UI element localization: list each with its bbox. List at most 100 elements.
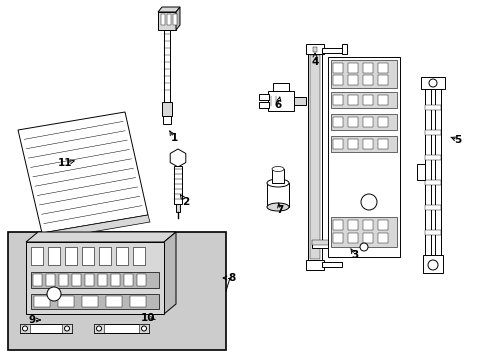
Bar — [94, 324, 104, 333]
Bar — [82, 296, 98, 307]
Bar — [330, 136, 396, 152]
Bar — [305, 260, 324, 270]
Bar — [327, 57, 399, 257]
Bar — [106, 296, 122, 307]
Bar — [377, 117, 387, 127]
Polygon shape — [18, 112, 148, 233]
Bar — [293, 97, 305, 105]
Bar — [259, 102, 268, 108]
Bar — [266, 183, 288, 207]
Bar — [116, 247, 128, 265]
Text: 10: 10 — [141, 313, 155, 323]
Bar — [162, 102, 172, 116]
Bar — [347, 75, 357, 85]
Text: 2: 2 — [182, 197, 189, 207]
Bar — [271, 169, 284, 183]
Bar — [362, 75, 372, 85]
Bar — [31, 247, 43, 265]
Circle shape — [22, 326, 27, 331]
Bar — [26, 242, 163, 314]
Bar — [321, 48, 346, 53]
Bar — [62, 324, 72, 333]
Bar — [309, 55, 319, 259]
Bar — [347, 117, 357, 127]
Bar — [377, 139, 387, 149]
Bar — [111, 274, 120, 286]
Bar — [34, 296, 50, 307]
Polygon shape — [42, 215, 150, 240]
Bar — [362, 117, 372, 127]
Polygon shape — [26, 232, 176, 242]
Bar — [130, 296, 146, 307]
Bar — [332, 117, 342, 127]
Circle shape — [359, 243, 367, 251]
Bar — [311, 242, 331, 248]
Bar — [424, 230, 440, 235]
Bar — [259, 94, 268, 100]
Bar — [82, 247, 94, 265]
Text: 3: 3 — [351, 250, 358, 260]
Bar — [321, 262, 341, 267]
Bar — [341, 44, 346, 54]
Text: 11: 11 — [58, 158, 72, 168]
Bar — [347, 139, 357, 149]
Bar — [347, 95, 357, 105]
Bar — [362, 63, 372, 73]
Bar — [31, 294, 159, 309]
Bar — [377, 63, 387, 73]
Bar — [347, 233, 357, 243]
Bar — [20, 324, 72, 333]
Circle shape — [96, 326, 102, 331]
Bar — [377, 75, 387, 85]
Text: 5: 5 — [453, 135, 461, 145]
Bar — [424, 105, 440, 110]
Polygon shape — [163, 232, 176, 314]
Bar — [377, 95, 387, 105]
Bar — [332, 139, 342, 149]
Bar — [330, 217, 396, 247]
Ellipse shape — [271, 166, 284, 171]
Bar — [58, 296, 74, 307]
Bar — [72, 274, 81, 286]
Bar — [362, 95, 372, 105]
Polygon shape — [170, 149, 185, 167]
Bar — [377, 233, 387, 243]
Bar — [311, 240, 331, 245]
Bar — [362, 139, 372, 149]
Bar — [8, 232, 225, 350]
Bar — [362, 233, 372, 243]
Bar — [174, 166, 182, 204]
Bar — [377, 220, 387, 230]
Bar — [20, 324, 30, 333]
Bar — [330, 114, 396, 130]
Bar — [139, 324, 149, 333]
Polygon shape — [158, 7, 180, 12]
Bar — [422, 255, 442, 273]
Bar — [420, 77, 444, 89]
Bar — [124, 274, 133, 286]
Circle shape — [47, 287, 61, 301]
Bar — [133, 247, 145, 265]
Bar — [332, 63, 342, 73]
Bar — [48, 247, 60, 265]
Circle shape — [360, 194, 376, 210]
Bar — [347, 220, 357, 230]
Text: 9: 9 — [28, 315, 36, 325]
Bar — [332, 75, 342, 85]
Bar — [85, 274, 94, 286]
Text: 4: 4 — [311, 57, 318, 67]
Bar — [158, 12, 176, 30]
Circle shape — [427, 260, 437, 270]
Bar — [167, 14, 171, 25]
Bar — [163, 30, 170, 102]
Bar — [362, 220, 372, 230]
Ellipse shape — [266, 179, 288, 187]
Bar — [332, 220, 342, 230]
Bar — [330, 92, 396, 108]
Bar — [424, 85, 430, 260]
Bar — [31, 272, 159, 288]
Bar — [163, 116, 171, 124]
Circle shape — [64, 326, 69, 331]
Bar — [59, 274, 68, 286]
Bar — [424, 155, 440, 160]
